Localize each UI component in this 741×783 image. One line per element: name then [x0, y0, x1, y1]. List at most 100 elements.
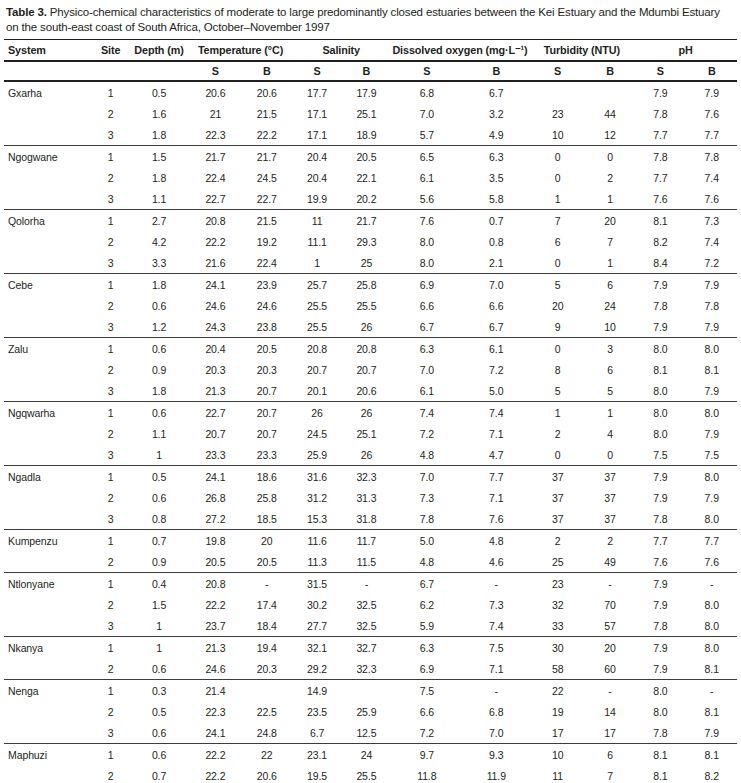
- value-cell: 11.1: [292, 231, 342, 252]
- subcol-salinity-surface: S: [292, 61, 342, 81]
- subcol-temperature-bottom: B: [242, 61, 292, 81]
- value-cell: 7.8: [634, 722, 686, 744]
- value-cell: 17.1: [292, 124, 342, 146]
- value-cell: 23.5: [292, 701, 342, 722]
- col-depth: Depth (m): [129, 40, 189, 62]
- system-cell: [4, 295, 93, 316]
- value-cell: 7.4: [463, 402, 529, 424]
- value-cell: 22: [242, 744, 292, 766]
- value-cell: 17.9: [342, 81, 390, 103]
- value-cell: 4.8: [391, 551, 463, 573]
- value-cell: 7.0: [463, 722, 529, 744]
- value-cell: 6.6: [463, 295, 529, 316]
- value-cell: 24.1: [189, 274, 241, 296]
- value-cell: 18.6: [242, 466, 292, 488]
- value-cell: 3: [93, 722, 129, 744]
- value-cell: 20: [586, 210, 634, 232]
- value-cell: 7.5: [634, 444, 686, 466]
- subheader-row: S B S B S B S B S B: [4, 61, 737, 81]
- value-cell: 19.8: [189, 530, 241, 552]
- subcol-oxygen-bottom: B: [463, 61, 529, 81]
- value-cell: 1: [586, 402, 634, 424]
- value-cell: 32.5: [342, 594, 390, 615]
- value-cell: 7.9: [634, 81, 686, 103]
- col-ph: pH: [634, 40, 737, 62]
- value-cell: 1: [292, 252, 342, 274]
- value-cell: 20.1: [292, 380, 342, 402]
- system-cell: [4, 551, 93, 573]
- value-cell: 29.3: [342, 231, 390, 252]
- value-cell: 20.6: [242, 81, 292, 103]
- value-cell: 1: [129, 615, 189, 637]
- value-cell: 7.9: [634, 658, 686, 680]
- value-cell: 8.0: [634, 338, 686, 360]
- value-cell: 20.7: [242, 402, 292, 424]
- system-cell: Ngqwarha: [4, 402, 93, 424]
- table-row: 33.321.622.41258.02.1018.47.2: [4, 252, 737, 274]
- value-cell: 1.8: [129, 124, 189, 146]
- value-cell: 7.3: [687, 210, 737, 232]
- value-cell: 14.9: [292, 680, 342, 702]
- value-cell: -: [586, 573, 634, 595]
- value-cell: 3: [93, 444, 129, 466]
- value-cell: 0.6: [129, 722, 189, 744]
- value-cell: 7.0: [463, 274, 529, 296]
- value-cell: 6.9: [391, 658, 463, 680]
- table-row: Cebe11.824.123.925.725.86.97.0567.97.9: [4, 274, 737, 296]
- value-cell: 0.5: [129, 81, 189, 103]
- system-cell: [4, 188, 93, 210]
- value-cell: 30: [529, 637, 585, 659]
- value-cell: 8.2: [634, 231, 686, 252]
- value-cell: 6.1: [463, 338, 529, 360]
- value-cell: 22.2: [189, 744, 241, 766]
- value-cell: 6.5: [391, 146, 463, 168]
- value-cell: 31.8: [342, 508, 390, 530]
- value-cell: 5.8: [463, 188, 529, 210]
- value-cell: 17: [529, 722, 585, 744]
- value-cell: 7.8: [634, 103, 686, 124]
- system-cell: [4, 359, 93, 380]
- value-cell: 33: [529, 615, 585, 637]
- table-row: Ngogwane11.521.721.720.420.56.56.3007.87…: [4, 146, 737, 168]
- value-cell: 3: [93, 316, 129, 338]
- value-cell: 21.5: [242, 103, 292, 124]
- table-row: 21.120.720.724.525.17.27.1248.07.9: [4, 423, 737, 444]
- value-cell: 24.1: [189, 466, 241, 488]
- value-cell: 7.1: [463, 487, 529, 508]
- col-site: Site: [93, 40, 129, 62]
- value-cell: 7.8: [634, 508, 686, 530]
- system-cell: [4, 124, 93, 146]
- value-cell: 26: [342, 444, 390, 466]
- col-dissolved-oxygen: Dissolved oxygen (mg·L⁻¹): [391, 40, 530, 62]
- value-cell: 7.6: [391, 210, 463, 232]
- value-cell: 1.8: [129, 380, 189, 402]
- value-cell: 7.8: [391, 508, 463, 530]
- value-cell: 19.2: [242, 231, 292, 252]
- value-cell: 4.6: [463, 551, 529, 573]
- value-cell: 24.6: [189, 658, 241, 680]
- value-cell: 37: [529, 487, 585, 508]
- value-cell: 25.9: [342, 701, 390, 722]
- subcol-turbidity-bottom: B: [586, 61, 634, 81]
- system-cell: [4, 423, 93, 444]
- value-cell: 8: [529, 359, 585, 380]
- system-cell: [4, 701, 93, 722]
- value-cell: 32.3: [342, 658, 390, 680]
- value-cell: 0.4: [129, 573, 189, 595]
- value-cell: 24.5: [242, 167, 292, 188]
- value-cell: 0.3: [129, 680, 189, 702]
- value-cell: 3: [586, 338, 634, 360]
- value-cell: 0.5: [129, 466, 189, 488]
- value-cell: 1: [529, 188, 585, 210]
- value-cell: 7.8: [687, 146, 737, 168]
- subcol-turbidity-surface: S: [529, 61, 585, 81]
- value-cell: 6.7: [463, 316, 529, 338]
- value-cell: 7.6: [634, 188, 686, 210]
- value-cell: 7.2: [391, 423, 463, 444]
- value-cell: 20.3: [242, 359, 292, 380]
- value-cell: 11.9: [463, 765, 529, 783]
- value-cell: 1: [586, 188, 634, 210]
- value-cell: 23.1: [292, 744, 342, 766]
- value-cell: 3: [93, 188, 129, 210]
- value-cell: 3.3: [129, 252, 189, 274]
